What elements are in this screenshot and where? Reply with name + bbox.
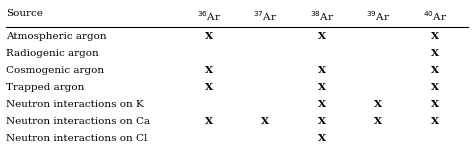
Text: X: X <box>318 32 326 41</box>
Text: X: X <box>318 83 326 92</box>
Text: X: X <box>374 117 383 126</box>
Text: Radiogenic argon: Radiogenic argon <box>6 49 99 58</box>
Text: X: X <box>205 117 213 126</box>
Text: $^{39}$Ar: $^{39}$Ar <box>366 9 391 23</box>
Text: X: X <box>205 83 213 92</box>
Text: X: X <box>431 66 439 75</box>
Text: Atmospheric argon: Atmospheric argon <box>6 32 107 41</box>
Text: $^{38}$Ar: $^{38}$Ar <box>310 9 334 23</box>
Text: Neutron interactions on K: Neutron interactions on K <box>6 100 144 109</box>
Text: Cosmogenic argon: Cosmogenic argon <box>6 66 104 75</box>
Text: Neutron interactions on Cl: Neutron interactions on Cl <box>6 134 147 144</box>
Text: Neutron interactions on Ca: Neutron interactions on Ca <box>6 117 150 126</box>
Text: $^{36}$Ar: $^{36}$Ar <box>197 9 221 23</box>
Text: X: X <box>431 49 439 58</box>
Text: X: X <box>374 100 383 109</box>
Text: X: X <box>431 100 439 109</box>
Text: X: X <box>205 32 213 41</box>
Text: X: X <box>431 117 439 126</box>
Text: X: X <box>318 100 326 109</box>
Text: X: X <box>205 66 213 75</box>
Text: Source: Source <box>6 9 43 18</box>
Text: X: X <box>261 117 269 126</box>
Text: X: X <box>318 66 326 75</box>
Text: $^{40}$Ar: $^{40}$Ar <box>423 9 447 23</box>
Text: X: X <box>318 117 326 126</box>
Text: $^{37}$Ar: $^{37}$Ar <box>253 9 277 23</box>
Text: Trapped argon: Trapped argon <box>6 83 84 92</box>
Text: X: X <box>431 83 439 92</box>
Text: X: X <box>431 32 439 41</box>
Text: X: X <box>318 134 326 144</box>
